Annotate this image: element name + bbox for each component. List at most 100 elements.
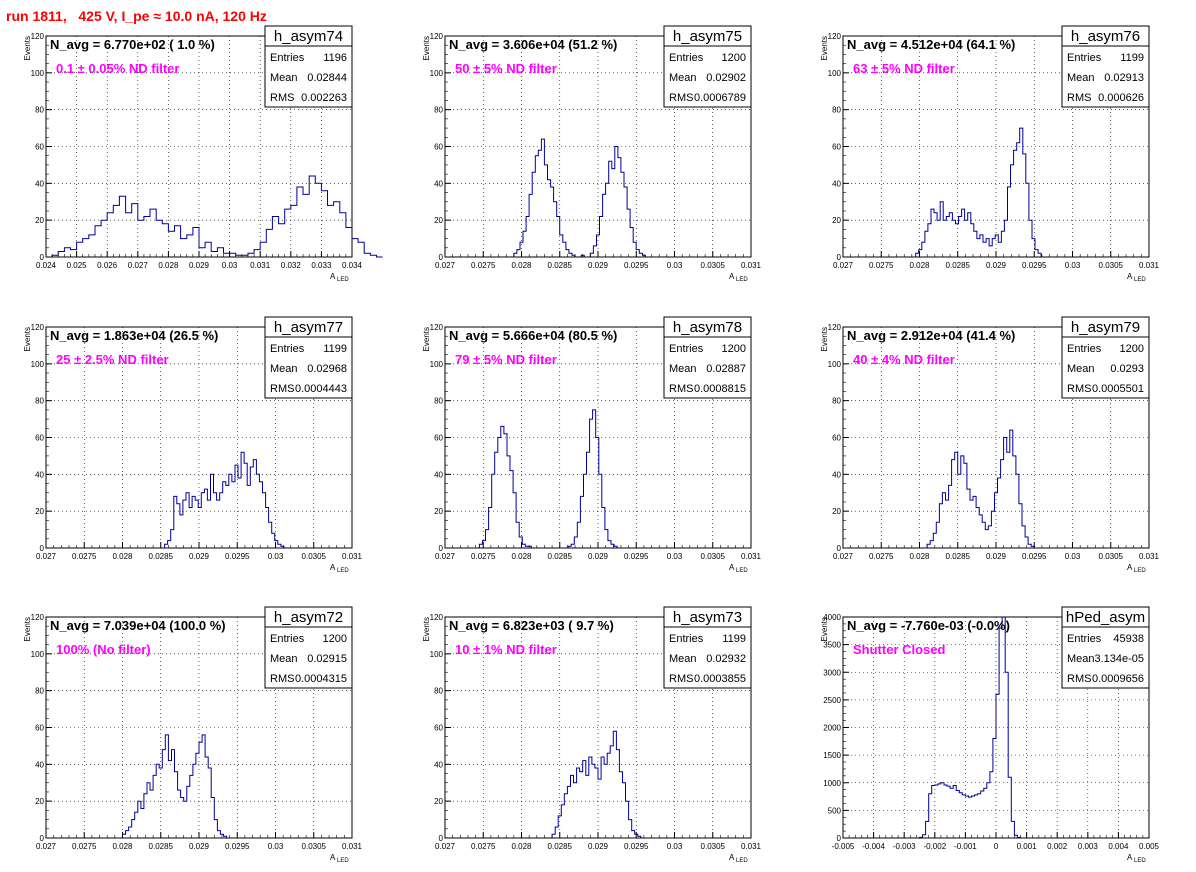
stats-mean-label: Mean <box>1067 363 1095 375</box>
x-tick-label: -0.004 <box>862 842 885 851</box>
y-tick-label: 80 <box>35 106 44 115</box>
stats-rms-label: RMS <box>669 92 693 104</box>
y-tick-label: 60 <box>35 434 44 443</box>
stats-entries-label: Entries <box>1067 633 1102 645</box>
x-tick-label: 0.0275 <box>72 842 97 851</box>
y-tick-label: 40 <box>832 470 841 479</box>
x-tick-label: 0.03 <box>222 261 238 270</box>
stats-entries-label: Entries <box>669 52 704 64</box>
navg-label: N_avg = 6.823e+03 ( 9.7 %) <box>449 618 614 633</box>
y-tick-label: 20 <box>35 507 44 516</box>
y-tick-label: 60 <box>35 724 44 733</box>
histogram-name: h_asym77 <box>274 319 343 336</box>
x-tick-label: 0.029 <box>588 552 609 561</box>
x-tick-label: 0.027 <box>128 261 149 270</box>
x-tick-label: 0.0275 <box>471 552 496 561</box>
navg-label: N_avg = 6.770e+02 ( 1.0 %) <box>50 37 215 52</box>
x-axis-title: A <box>729 853 735 862</box>
y-tick-label: 40 <box>35 179 44 188</box>
x-tick-label: 0.0285 <box>149 842 174 851</box>
navg-label: N_avg = 7.039e+04 (100.0 %) <box>50 618 226 633</box>
filter-label: Shutter Closed <box>853 642 946 657</box>
x-tick-label: 0.002 <box>1047 842 1068 851</box>
stats-mean-label: Mean <box>669 72 697 84</box>
stats-rms-value: 0.002263 <box>301 92 347 104</box>
y-tick-label: 100 <box>430 69 444 78</box>
y-tick-label: 0 <box>439 834 444 843</box>
stats-mean-label: Mean <box>1067 72 1095 84</box>
x-tick-label: 0.028 <box>511 552 532 561</box>
x-tick-label: -0.003 <box>893 842 916 851</box>
stats-box <box>264 626 353 689</box>
x-tick-label: 0.005 <box>1139 842 1160 851</box>
x-axis-title: A <box>729 563 735 572</box>
histogram-panel: 0.027 0.0275 0.028 0.0285 0.029 0.0295 0.03 0.0… <box>422 25 762 283</box>
stats-rms-label: RMS <box>1067 673 1091 685</box>
x-tick-label: 0.027 <box>435 552 456 561</box>
filter-label: 100% (No filter) <box>56 642 151 657</box>
y-tick-label: 100 <box>31 360 45 369</box>
y-tick-label: 3000 <box>823 668 841 677</box>
x-tick-label: 0.0295 <box>624 261 649 270</box>
histogram-series <box>915 127 1045 258</box>
x-tick-label: 0.025 <box>67 261 88 270</box>
y-tick-label: 0 <box>837 253 842 262</box>
histogram-panel: 0.027 0.0275 0.028 0.0285 0.029 0.0295 0.03 0.0… <box>422 316 762 574</box>
y-axis-title: Events <box>422 617 431 641</box>
filter-label: 50 ± 5% ND filter <box>455 61 557 76</box>
y-tick-label: 80 <box>35 397 44 406</box>
x-tick-label: 0.0295 <box>1022 261 1047 270</box>
y-tick-label: 80 <box>434 397 443 406</box>
y-tick-label: 60 <box>434 434 443 443</box>
x-tick-label: 0.029 <box>189 842 210 851</box>
stats-box <box>663 45 752 108</box>
x-tick-label: -0.002 <box>923 842 946 851</box>
x-tick-label: 0.0305 <box>701 261 726 270</box>
x-tick-label: 0.028 <box>511 842 532 851</box>
x-tick-label: 0.0285 <box>548 842 573 851</box>
stats-entries-value: 1200 <box>722 343 746 355</box>
stats-box <box>1061 336 1150 399</box>
stats-rms-label: RMS <box>1067 92 1091 104</box>
stats-rms-label: RMS <box>270 92 294 104</box>
stats-mean-label: Mean <box>270 72 298 84</box>
x-axis-title: A <box>330 272 336 281</box>
stats-mean-value: 0.02968 <box>307 363 347 375</box>
y-tick-label: 60 <box>434 724 443 733</box>
stats-mean-value: 0.0293 <box>1110 363 1144 375</box>
x-tick-label: 0.0285 <box>548 261 573 270</box>
histogram-name: h_asym78 <box>673 319 742 336</box>
x-tick-label: 0.0275 <box>869 552 894 561</box>
y-tick-label: 120 <box>31 323 45 332</box>
stats-rms-label: RMS <box>270 673 294 685</box>
x-tick-label: 0.028 <box>112 552 133 561</box>
stats-rms-value: 0.0006789 <box>694 92 746 104</box>
x-tick-label: 0.03 <box>1065 261 1081 270</box>
x-tick-label: 0.031 <box>250 261 271 270</box>
x-tick-label: 0.029 <box>588 261 609 270</box>
x-tick-label: 0.027 <box>435 261 456 270</box>
y-tick-label: 40 <box>35 470 44 479</box>
y-tick-label: 1000 <box>823 779 841 788</box>
stats-mean-value: 0.02887 <box>706 363 746 375</box>
y-tick-label: 3500 <box>823 641 841 650</box>
histogram-series <box>122 734 230 839</box>
x-tick-label: 0.0285 <box>946 552 971 561</box>
x-tick-label: 0.0305 <box>302 552 327 561</box>
stats-rms-label: RMS <box>669 673 693 685</box>
histogram-series <box>919 616 1024 839</box>
navg-label: N_avg = 5.666e+04 (80.5 %) <box>449 328 617 343</box>
y-tick-label: 40 <box>35 760 44 769</box>
x-tick-label: 0.0295 <box>225 842 250 851</box>
histogram-series <box>164 451 287 549</box>
y-tick-label: 120 <box>31 32 45 41</box>
stats-mean-label: Mean <box>1067 653 1095 665</box>
x-axis-title-subscript: LED <box>337 568 349 574</box>
y-tick-label: 2000 <box>823 724 841 733</box>
x-tick-label: -0.001 <box>954 842 977 851</box>
histogram-panel: 0.027 0.0275 0.028 0.0285 0.029 0.0295 0.03 0.0… <box>23 316 363 574</box>
y-tick-label: 40 <box>434 470 443 479</box>
histogram-name: h_asym73 <box>673 609 742 626</box>
x-axis-title-subscript: LED <box>736 277 748 283</box>
